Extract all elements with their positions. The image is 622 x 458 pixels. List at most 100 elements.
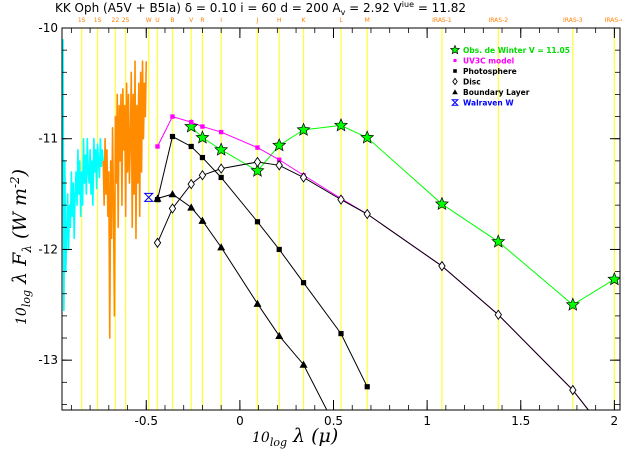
square-point (276, 246, 282, 253)
model-point (170, 114, 175, 119)
square-point (218, 174, 224, 181)
model-point (612, 441, 616, 445)
triangle-point (217, 243, 226, 251)
iue-spectra (62, 39, 148, 339)
spectrum-trace (62, 39, 104, 312)
band-label: K (302, 17, 307, 24)
triangle-point (253, 299, 262, 307)
y-tick-label: -11 (38, 132, 58, 146)
band-label: W (146, 17, 152, 24)
series-line (157, 161, 590, 410)
series-line (157, 135, 368, 387)
diamond-point (153, 237, 162, 249)
square-point (453, 69, 457, 73)
model-point (189, 119, 194, 125)
legend-entry: Photosphere (463, 67, 517, 76)
triangle-point (275, 331, 284, 340)
model-point (453, 58, 457, 63)
band-label: V (189, 17, 194, 24)
spectrum-trace (102, 60, 148, 339)
band-label: 1S (78, 17, 86, 24)
triangle-point (168, 190, 177, 198)
band-label: IRAS-4 (605, 17, 622, 24)
x-tick-label: 1.5 (511, 414, 530, 428)
band-label: 25 (122, 17, 130, 24)
x-axis-label: 10log λ (μ) (252, 425, 338, 449)
diamond-point (337, 194, 345, 205)
star-point (333, 118, 349, 132)
y-tick-label: -13 (38, 353, 58, 367)
legend-entry: Walraven W (463, 99, 514, 108)
triangle-point (153, 194, 162, 202)
triangle-point (198, 216, 207, 224)
band-label: B (170, 17, 174, 24)
legend-entry: Boundary Layer (463, 88, 530, 97)
diamond-point (198, 169, 207, 181)
star-point (360, 130, 375, 144)
square-point (364, 384, 370, 390)
walraven-point (143, 192, 154, 202)
model-point (155, 144, 160, 149)
band-label: M (365, 17, 370, 24)
diamond-point (494, 309, 502, 321)
band-label: L (339, 17, 343, 24)
x-tick-label: 0 (236, 414, 244, 428)
legend: Obs. de Winter V = 11.05 UV3C modelPhotos… (449, 44, 570, 108)
series-line (190, 124, 615, 306)
square-point (199, 154, 206, 161)
star-point (195, 130, 210, 144)
chart-title: KK Oph (A5V + B5Ia) δ = 0.10 i = 60 d = … (55, 0, 466, 17)
legend-entry: UV3C model (463, 57, 514, 66)
plot-frame (61, 27, 621, 411)
diamond-point (363, 208, 371, 220)
star-point (565, 297, 580, 311)
legend-entry: Obs. de Winter V = 11.05 (463, 46, 570, 55)
star-point (184, 119, 199, 133)
band-label: I (220, 17, 222, 24)
star-point (272, 137, 287, 152)
band-label: 22 (112, 17, 120, 24)
y-tick-label: -12 (38, 242, 58, 256)
band-label: IRAS-3 (563, 17, 583, 24)
diamond-point (299, 172, 308, 183)
axes: -0.5 0 0.5 1 1.5 2 -10 -11 -12 -13 (38, 21, 620, 428)
x-tick-label: -0.5 (135, 414, 158, 428)
diamond-point (438, 260, 446, 272)
y-axis-label: 10log λ Fλ (W m-2) (8, 169, 34, 325)
diamond-point (217, 163, 225, 174)
model-point (255, 145, 260, 150)
band-label: IRAS-1 (432, 17, 452, 24)
square-point (300, 280, 307, 286)
diamond-point (569, 384, 577, 396)
square-point (254, 219, 261, 225)
triangle-point (187, 203, 196, 211)
y-tick-label: -10 (38, 21, 58, 35)
star-point (250, 163, 265, 177)
data-series (143, 114, 620, 448)
diamond-point (187, 178, 195, 190)
triangle-point (299, 360, 308, 368)
band-label: R (200, 17, 204, 24)
square-point (338, 331, 344, 337)
model-point (218, 129, 224, 135)
star-point (449, 44, 461, 55)
series-line (157, 193, 328, 410)
x-tick-label: 0.5 (324, 414, 343, 428)
x-tick-label: 1 (423, 414, 431, 428)
star-point (434, 196, 449, 211)
x-tick-label: 2 (611, 414, 619, 428)
diamond-point (611, 439, 617, 448)
star-point (214, 142, 229, 156)
diamond-point (168, 203, 177, 214)
star-point (296, 122, 311, 136)
square-point (169, 133, 176, 140)
diamond-point (253, 156, 262, 168)
band-label: U (155, 17, 159, 24)
diamond-point (275, 160, 283, 171)
model-point (277, 157, 282, 162)
triangle-point (452, 89, 458, 95)
walraven-point (450, 99, 460, 106)
star-point (491, 234, 506, 248)
legend-entry: Disc (463, 78, 481, 87)
